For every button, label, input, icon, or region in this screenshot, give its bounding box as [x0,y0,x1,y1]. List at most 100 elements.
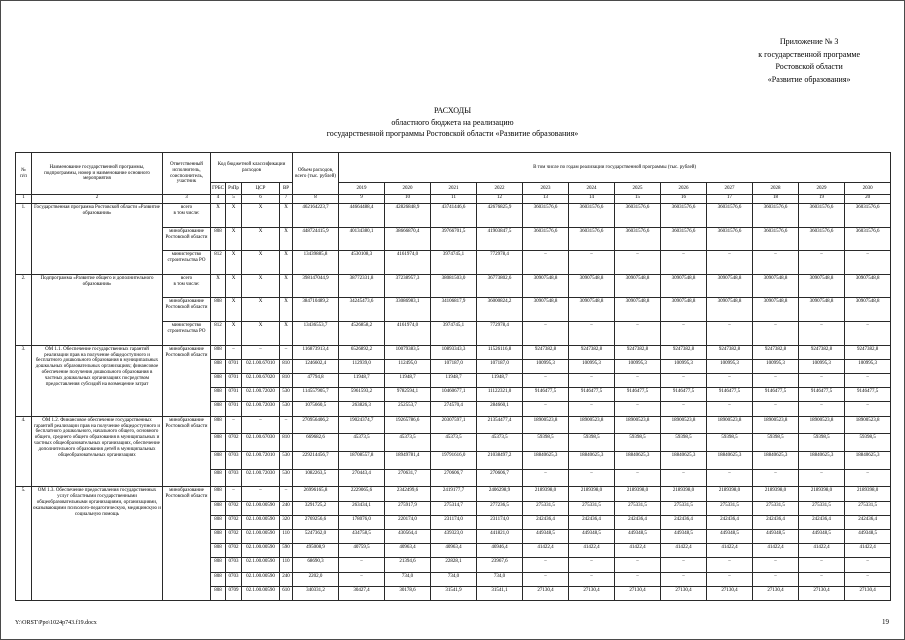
year-value-cell: 100995,3 [844,358,892,375]
year-value-cell: 59398,5 [798,433,846,452]
total-cell: 384710489,2 [292,297,340,323]
year-value-cell: 18840625,3 [844,450,892,470]
year-value-cell: – [614,373,662,389]
year-value-cell: 9247382,8 [660,344,708,360]
year-value-cell: 27130,4 [660,585,708,602]
year-value-cell: 449348,5 [844,528,892,545]
vr-cell: 810 [278,358,294,375]
year-value-cell: 275331,5 [844,500,892,516]
col-header-num: № п/п [15,152,32,195]
year-value-cell: – [568,373,616,389]
year-value-cell: 41903847,5 [476,226,524,252]
col-header-total: Объем расходов, всего (тыс. рублей) [292,152,340,195]
year-value-cell: 31541,1 [476,585,524,602]
executor-cell: всего в том числе: [162,273,211,299]
year-value-cell: 36031576,6 [568,226,616,252]
executor-cell: минобразование Ростовской области [162,297,211,323]
year-value-cell: 22828,1 [430,557,478,573]
column-number: 12 [476,194,524,204]
vr-cell: – [278,415,294,435]
table-row: 2. Подпрограмма «Развитие общего и дополн… [15,273,892,346]
csr-cell: 02.1.00.72010 [241,450,280,470]
year-value-cell: 9247382,8 [614,344,662,360]
year-value-cell: 9146477,5 [752,387,800,403]
year-value-cell: – [568,468,616,488]
year-value-cell: 27130,4 [706,585,754,602]
year-value-cell: 19024374,7 [338,415,386,435]
col-header-codes: Код бюджетной классификации расходов [209,152,294,183]
year-value-cell: – [844,401,892,417]
year-value-cell: 36031576,6 [614,203,662,228]
total-cell: 3291725,2 [292,500,340,516]
grbs-cell: 808 [210,557,226,573]
rzpr-cell: X [225,250,242,275]
rzpr-cell: X [225,321,242,346]
table-row: 808 0702 02.1.00.00590 320 2769256,6 178076,0… [16,514,892,530]
total-cell: 13439885,8 [292,250,340,275]
year-value-cell: 41422,4 [614,543,662,559]
year-value-cell: 242436,4 [660,514,708,530]
year-value-cell: 242436,4 [568,514,616,530]
year-header: 2026 [660,182,708,195]
year-value-cell: 772978,4 [476,250,524,275]
rzpr-cell: X [225,203,242,228]
year-value-cell: 107187,0 [476,358,524,375]
rzpr-cell: – [225,486,242,502]
year-header: 2020 [384,182,432,195]
rzpr-cell: 0703 [225,557,242,573]
year-value-cell: – [706,571,754,587]
year-value-cell: 10893343,3 [430,344,478,360]
year-value-cell: 275314,7 [430,500,478,516]
total-cell: 229214456,7 [292,450,340,470]
row-number-cell: 3. [15,344,32,417]
year-value-cell: 4161974,0 [384,321,432,346]
table-header: № п/п Наименование государственной прогр… [15,152,892,204]
executor-cell: минобразование Ростовской области [162,226,211,252]
table-body: 1. Государственная программа Ростовской о… [15,203,892,602]
year-value-cell: 100995,3 [614,358,662,375]
year-value-cell: 449348,5 [706,528,754,545]
year-value-cell: 734,0 [384,571,432,587]
vr-cell: X [278,226,294,252]
total-cell: 462164223,7 [292,203,340,228]
csr-cell: X [241,203,280,228]
year-value-cell: – [660,557,708,573]
year-value-cell: 263434,1 [338,500,386,516]
year-value-cell: 36031576,6 [522,226,570,252]
year-value-cell: 27130,4 [614,585,662,602]
table-row: 3. ОМ 1.1. Обеспечение государственных га… [15,344,892,417]
year-value-cell: 30907548,8 [752,297,800,323]
total-cell: 340331,2 [292,585,340,602]
year-value-cell: 21354477,4 [476,415,524,435]
csr-cell: – [241,486,280,502]
year-value-cell: 42826848,9 [384,203,432,228]
rzpr-cell: 0701 [225,373,242,389]
grbs-cell: 808 [210,415,226,435]
program-name-cell: ОМ 1.1. Обеспечение государственных гара… [31,344,163,417]
total-cell: 1075660,5 [292,401,340,417]
year-value-cell: 275917,9 [384,500,432,516]
year-value-cell: – [844,321,892,346]
year-value-cell: 19265786,6 [384,415,432,435]
year-value-cell: – [752,571,800,587]
code-subheader: ГРБС [210,182,226,195]
column-number: 2 [31,194,163,204]
year-value-cell: 30907548,8 [568,273,616,299]
title-line: областного бюджета на реализацию [391,117,514,127]
csr-cell: 02.1.00.00590 [241,543,280,559]
grbs-cell: 808 [210,528,226,545]
table-row: минобразование Ростовской области 808 X X X 3… [16,297,892,323]
code-subheader: ЦСР [241,182,280,195]
year-value-cell: – [660,571,708,587]
year-value-cell: – [522,373,570,389]
csr-cell: 02.1.00.00590 [241,557,280,573]
year-value-cell: 30907548,8 [844,297,892,323]
year-value-cell: 449348,5 [798,528,846,545]
col-header-name: Наименование государственной программы, … [31,152,163,195]
year-value-cell: 252553,7 [384,401,432,417]
total-cell: 68690,3 [292,557,340,573]
row-number-cell: 4. [15,415,32,488]
year-header: 2021 [430,182,478,195]
year-value-cell: 439323,0 [430,528,478,545]
